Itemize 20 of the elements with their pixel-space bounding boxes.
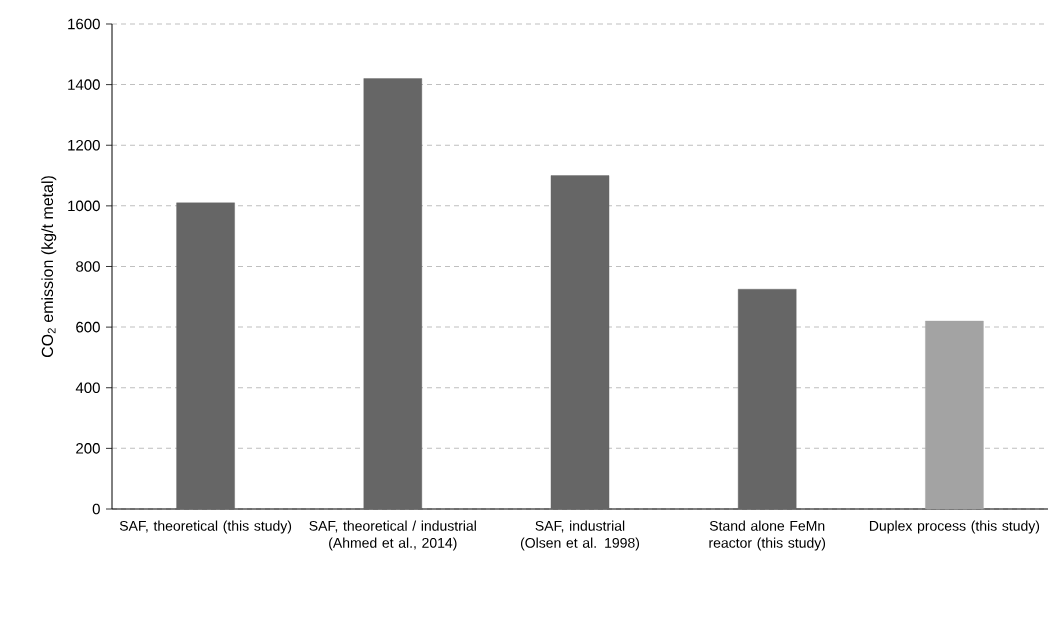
y-tick-label: 1000 xyxy=(68,200,100,212)
bar xyxy=(550,175,610,510)
y-tick-label: 800 xyxy=(76,261,100,272)
y-tick-label: 1200 xyxy=(68,139,100,151)
bar xyxy=(363,78,423,510)
x-tick-label: SAF, industrial (Olsen et al. 1998) xyxy=(520,520,640,551)
y-axis-title: CO$_{2}$ emission (kg/t metal) xyxy=(41,176,57,358)
x-tick-label: Duplex process (this study) xyxy=(869,520,1040,534)
bar xyxy=(176,202,235,510)
y-tick-label: 1600 xyxy=(68,18,100,30)
x-tick-label: Stand alone FeMn reactor (this study) xyxy=(709,520,826,551)
y-tick-label: 200 xyxy=(76,443,100,454)
y-tick-label: 1400 xyxy=(68,79,100,90)
y-tick-label: 0 xyxy=(92,503,100,515)
x-tick-label: SAF, theoretical / industrial (Ahmed et al., 2014) xyxy=(309,520,476,551)
bar xyxy=(737,289,797,510)
y-tick-label: 600 xyxy=(76,321,100,333)
y-tick-label: 400 xyxy=(75,382,100,394)
bar xyxy=(925,320,984,510)
x-tick-label: SAF, theoretical (this study) xyxy=(119,520,292,534)
